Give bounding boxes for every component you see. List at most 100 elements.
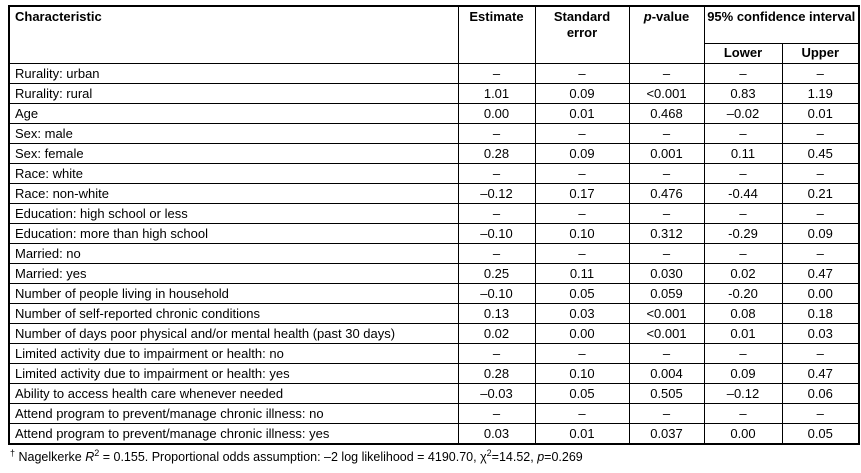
p-value-cell: 0.312 bbox=[628, 223, 705, 244]
characteristic-cell: Limited activity due to impairment or he… bbox=[8, 363, 459, 384]
results-table: Characteristic Estimate Standard error p… bbox=[8, 5, 860, 445]
footnote-text: Nagelkerke bbox=[15, 450, 86, 465]
estimate-cell: – bbox=[457, 163, 536, 184]
p-value-cell: – bbox=[628, 163, 705, 184]
ci-lower-cell: -0.44 bbox=[703, 183, 783, 204]
footnote-chi-superscript: 2 bbox=[486, 448, 492, 458]
ci-upper-cell: 0.06 bbox=[781, 383, 860, 404]
table-row: Number of people living in household –0.1… bbox=[8, 283, 860, 304]
standard-error-cell: – bbox=[534, 63, 630, 84]
estimate-cell: 0.00 bbox=[457, 103, 536, 124]
p-value-cell: <0.001 bbox=[628, 303, 705, 324]
ci-upper-cell: 0.45 bbox=[781, 143, 860, 164]
ci-lower-cell: – bbox=[703, 403, 783, 424]
ci-lower-cell: 0.02 bbox=[703, 263, 783, 284]
ci-lower-cell: 0.08 bbox=[703, 303, 783, 324]
footnote-dagger: † bbox=[10, 448, 16, 458]
p-value-cell: – bbox=[628, 403, 705, 424]
table-row: Rurality: rural 1.01 0.09 <0.001 0.83 1.19 bbox=[8, 83, 860, 104]
ci-lower-cell: 0.09 bbox=[703, 363, 783, 384]
table-row: Education: more than high school –0.10 0.1… bbox=[8, 223, 860, 244]
p-value-cell: 0.505 bbox=[628, 383, 705, 404]
column-header-estimate: Estimate bbox=[457, 5, 536, 64]
characteristic-cell: Education: high school or less bbox=[8, 203, 459, 224]
table-row: Ability to access health care whenever n… bbox=[8, 383, 860, 404]
standard-error-cell: 0.17 bbox=[534, 183, 630, 204]
ci-upper-cell: 0.47 bbox=[781, 363, 860, 384]
characteristic-cell: Number of people living in household bbox=[8, 283, 459, 304]
standard-error-cell: – bbox=[534, 123, 630, 144]
ci-upper-cell: 1.19 bbox=[781, 83, 860, 104]
characteristic-cell: Sex: male bbox=[8, 123, 459, 144]
p-value-cell: – bbox=[628, 243, 705, 264]
footnote-text: = 0.155. Proportional odds assumption: –… bbox=[99, 450, 481, 465]
p-value-cell: – bbox=[628, 203, 705, 224]
estimate-cell: 1.01 bbox=[457, 83, 536, 104]
ci-upper-cell: – bbox=[781, 123, 860, 144]
footnote-r-superscript: 2 bbox=[94, 448, 100, 458]
characteristic-cell: Rurality: rural bbox=[8, 83, 459, 104]
standard-error-cell: 0.05 bbox=[534, 283, 630, 304]
table-row: Limited activity due to impairment or he… bbox=[8, 363, 860, 384]
estimate-cell: – bbox=[457, 203, 536, 224]
column-header-upper: Upper bbox=[781, 43, 860, 64]
ci-lower-cell: –0.12 bbox=[703, 383, 783, 404]
characteristic-cell: Race: non-white bbox=[8, 183, 459, 204]
estimate-cell: 0.25 bbox=[457, 263, 536, 284]
ci-lower-cell: – bbox=[703, 343, 783, 364]
p-value-cell: – bbox=[628, 63, 705, 84]
table-row: Age 0.00 0.01 0.468 –0.02 0.01 bbox=[8, 103, 860, 124]
characteristic-cell: Limited activity due to impairment or he… bbox=[8, 343, 459, 364]
table-row: Education: high school or less – – – – – bbox=[8, 203, 860, 224]
characteristic-cell: Rurality: urban bbox=[8, 63, 459, 84]
estimate-cell: –0.03 bbox=[457, 383, 536, 404]
ci-lower-cell: -0.20 bbox=[703, 283, 783, 304]
footnote-r-symbol: R bbox=[85, 450, 95, 465]
characteristic-cell: Sex: female bbox=[8, 143, 459, 164]
header-row-main: Characteristic Estimate Standard error p… bbox=[8, 5, 860, 64]
standard-error-cell: 0.10 bbox=[534, 363, 630, 384]
table-row: Sex: male – – – – – bbox=[8, 123, 860, 144]
characteristic-cell: Age bbox=[8, 103, 459, 124]
ci-upper-cell: – bbox=[781, 403, 860, 424]
table-row: Race: white – – – – – bbox=[8, 163, 860, 184]
standard-error-cell: 0.10 bbox=[534, 223, 630, 244]
standard-error-cell: 0.05 bbox=[534, 383, 630, 404]
standard-error-cell: – bbox=[534, 403, 630, 424]
ci-upper-cell: – bbox=[781, 203, 860, 224]
p-value-cell: <0.001 bbox=[628, 83, 705, 104]
standard-error-cell: 0.03 bbox=[534, 303, 630, 324]
ci-upper-cell: 0.01 bbox=[781, 103, 860, 124]
p-value-cell: 0.030 bbox=[628, 263, 705, 284]
column-header-confidence-interval: 95% confidence interval bbox=[703, 5, 860, 44]
p-value-cell: 0.476 bbox=[628, 183, 705, 204]
estimate-cell: 0.28 bbox=[457, 143, 536, 164]
footnote-text: =14.52, bbox=[491, 450, 538, 465]
standard-error-cell: 0.09 bbox=[534, 83, 630, 104]
results-table-container: Characteristic Estimate Standard error p… bbox=[8, 5, 860, 445]
table-row: Married: yes 0.25 0.11 0.030 0.02 0.47 bbox=[8, 263, 860, 284]
ci-lower-cell: 0.01 bbox=[703, 323, 783, 344]
standard-error-cell: 0.01 bbox=[534, 423, 630, 445]
estimate-cell: –0.12 bbox=[457, 183, 536, 204]
column-header-lower: Lower bbox=[703, 43, 783, 64]
p-value-italic-p: p bbox=[643, 9, 652, 24]
estimate-cell: 0.13 bbox=[457, 303, 536, 324]
characteristic-cell: Attend program to prevent/manage chronic… bbox=[8, 403, 459, 424]
standard-error-cell: – bbox=[534, 343, 630, 364]
ci-lower-cell: – bbox=[703, 243, 783, 264]
standard-error-cell: 0.11 bbox=[534, 263, 630, 284]
table-body: Rurality: urban – – – – – Rurality: rural 1.01 0… bbox=[8, 63, 860, 445]
ci-upper-cell: – bbox=[781, 343, 860, 364]
footnote: † Nagelkerke R2 = 0.155. Proportional od… bbox=[10, 448, 583, 464]
table-row: Race: non-white –0.12 0.17 0.476 -0.44 0.21 bbox=[8, 183, 860, 204]
footnote-text: =0.269 bbox=[544, 450, 583, 465]
estimate-cell: 0.02 bbox=[457, 323, 536, 344]
ci-upper-cell: 0.47 bbox=[781, 263, 860, 284]
characteristic-cell: Number of days poor physical and/or ment… bbox=[8, 323, 459, 344]
p-value-cell: – bbox=[628, 343, 705, 364]
characteristic-cell: Number of self-reported chronic conditio… bbox=[8, 303, 459, 324]
p-value-cell: – bbox=[628, 123, 705, 144]
standard-error-cell: 0.01 bbox=[534, 103, 630, 124]
estimate-cell: – bbox=[457, 403, 536, 424]
